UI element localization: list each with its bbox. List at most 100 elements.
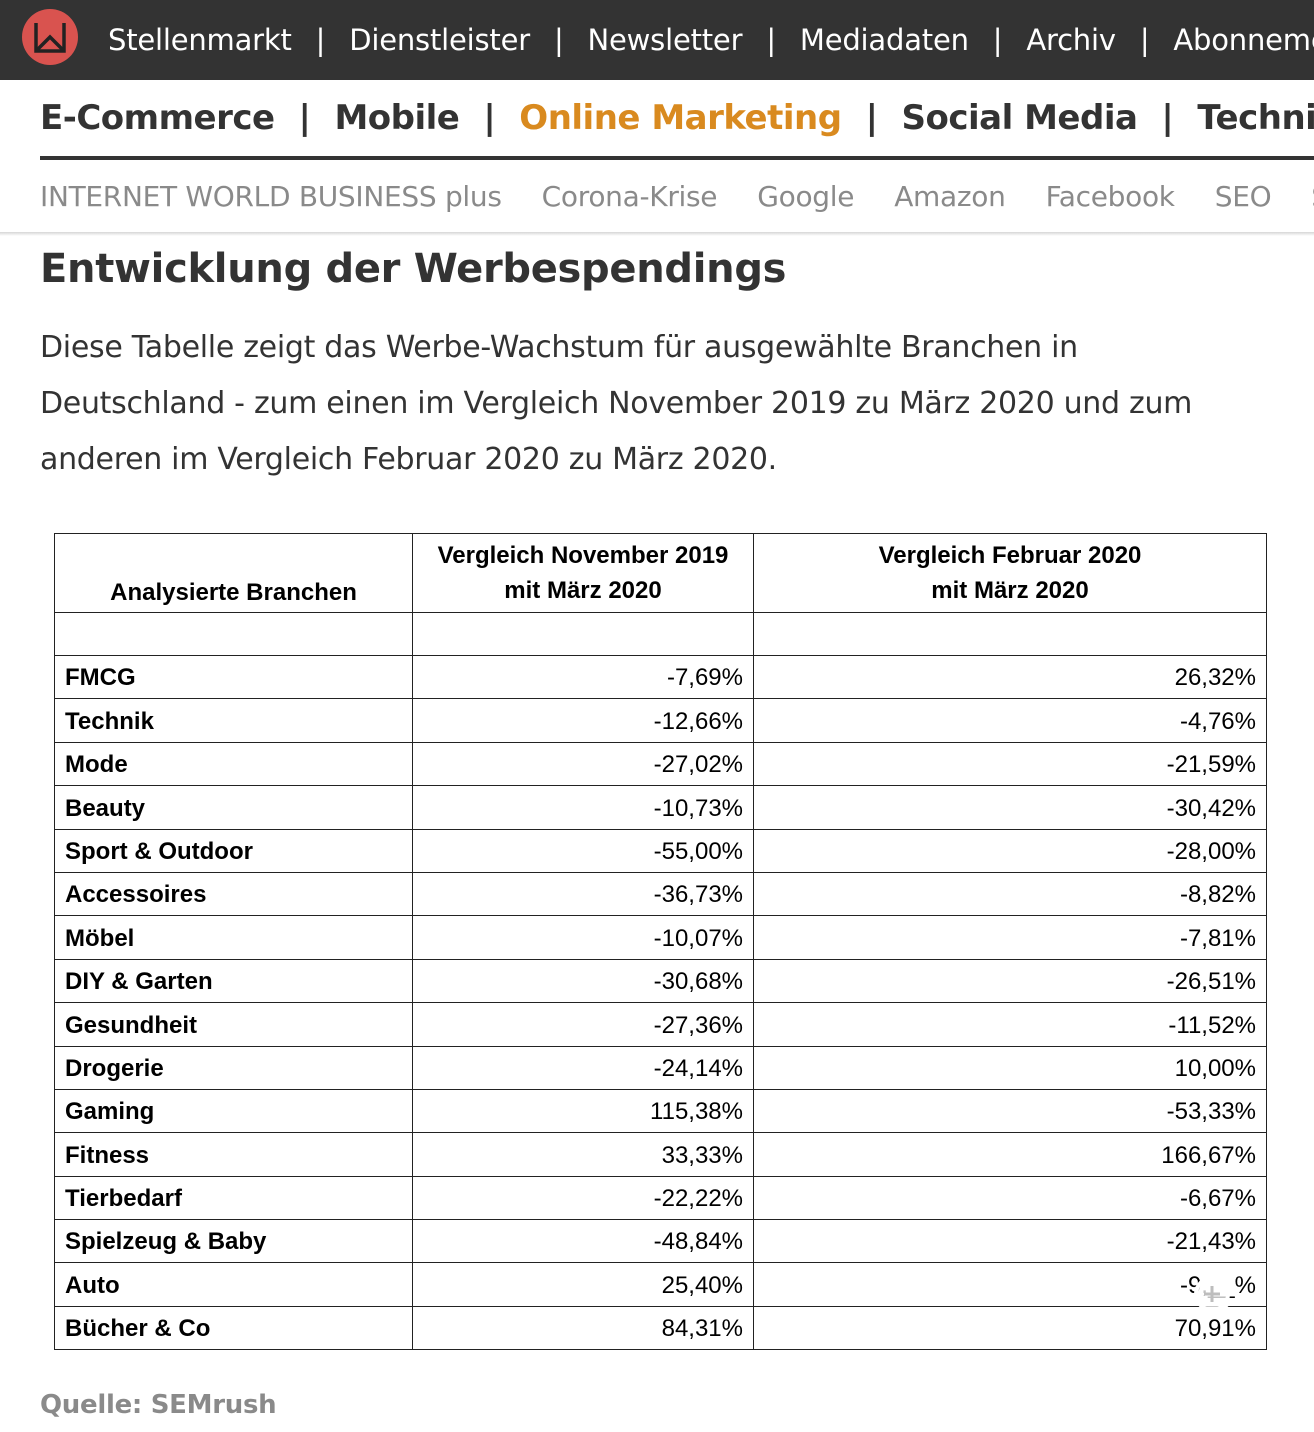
table-blank-row: [54, 612, 1267, 656]
feb-value-cell: -9,__%: [753, 1262, 1267, 1307]
branch-cell: Mode: [54, 741, 413, 787]
branch-cell: Sport & Outdoor: [54, 828, 413, 873]
nov-value-cell: -10,73%: [412, 785, 754, 830]
table-row: FMCG -7,69% 26,32%: [54, 654, 1267, 700]
nov-value-cell: -10,07%: [412, 915, 754, 960]
table-row: Möbel -10,07% -7,81%: [54, 915, 1267, 960]
branch-cell: Auto: [54, 1262, 413, 1307]
blank-cell: [753, 612, 1267, 656]
top-nav-separator: |: [1139, 23, 1150, 57]
feb-value-cell: -8,82%: [753, 871, 1267, 917]
site-logo-icon[interactable]: [22, 9, 78, 65]
table-row: Drogerie -24,14% 10,00%: [54, 1045, 1267, 1090]
branch-cell: Accessoires: [54, 871, 413, 917]
table-row: Technik -12,66% -4,76%: [54, 698, 1267, 743]
branch-cell: Möbel: [54, 915, 413, 960]
category-technik[interactable]: Technik: [1197, 98, 1314, 138]
branch-cell: Spielzeug & Baby: [54, 1219, 413, 1264]
top-nav-stellenmarkt[interactable]: Stellenmarkt: [108, 23, 292, 57]
table-header-row: Analysierte Branchen Vergleich November …: [54, 533, 1267, 613]
advertising-spend-table[interactable]: Analysierte Branchen Vergleich November …: [54, 533, 1267, 1351]
nov-value-cell: -30,68%: [412, 958, 754, 1004]
top-nav: Stellenmarkt | Dienstleister | Newslette…: [108, 0, 1314, 80]
table-row: Bücher & Co 84,31% 70,91%: [54, 1305, 1267, 1351]
branch-cell: Technik: [54, 698, 413, 743]
header-feb-line2: mit März 2020: [931, 577, 1089, 604]
top-nav-newsletter[interactable]: Newsletter: [587, 23, 743, 57]
top-nav-archiv[interactable]: Archiv: [1026, 23, 1116, 57]
feb-value-cell: 166,67%: [753, 1132, 1267, 1177]
header-nov-line2: mit März 2020: [504, 577, 662, 604]
nov-value-cell: -36,73%: [412, 871, 754, 917]
top-bar: Stellenmarkt | Dienstleister | Newslette…: [0, 0, 1314, 80]
feb-value-cell: -4,76%: [753, 698, 1267, 743]
table-row: Gesundheit -27,36% -11,52%: [54, 1002, 1267, 1047]
blank-cell: [54, 612, 413, 656]
nov-value-cell: -12,66%: [412, 698, 754, 743]
nov-value-cell: 25,40%: [412, 1262, 754, 1307]
category-mobile[interactable]: Mobile: [334, 98, 460, 138]
table-row: Fitness 33,33% 166,67%: [54, 1132, 1267, 1177]
tag-corona-krise[interactable]: Corona-Krise: [541, 179, 718, 213]
header-branches: Analysierte Branchen: [54, 533, 413, 613]
branch-cell: Drogerie: [54, 1045, 413, 1090]
table-row: Mode -27,02% -21,59%: [54, 741, 1267, 787]
top-nav-separator: |: [315, 23, 326, 57]
top-nav-dienstleister[interactable]: Dienstleister: [349, 23, 530, 57]
feb-value-cell: -11,52%: [753, 1002, 1267, 1047]
category-social-media[interactable]: Social Media: [901, 98, 1138, 138]
nov-value-cell: -27,02%: [412, 741, 754, 787]
tag-facebook[interactable]: Facebook: [1045, 179, 1175, 213]
table-row: Gaming 115,38% -53,33%: [54, 1088, 1267, 1134]
feb-value-cell: -26,51%: [753, 958, 1267, 1004]
nov-value-cell: 84,31%: [412, 1305, 754, 1351]
branch-cell: Gaming: [54, 1088, 413, 1134]
feb-value-cell: 26,32%: [753, 654, 1267, 700]
nov-value-cell: -27,36%: [412, 1002, 754, 1047]
tag-amazon[interactable]: Amazon: [894, 179, 1006, 213]
tag-seo[interactable]: SEO: [1214, 179, 1272, 213]
top-nav-mediadaten[interactable]: Mediadaten: [799, 23, 969, 57]
table-row: Spielzeug & Baby -48,84% -21,43%: [54, 1219, 1267, 1264]
category-online-marketing[interactable]: Online Marketing: [519, 98, 842, 138]
tag-iwb-plus[interactable]: INTERNET WORLD BUSINESS plus: [40, 179, 502, 213]
top-nav-separator: |: [766, 23, 776, 57]
nov-value-cell: -7,69%: [412, 654, 754, 700]
top-nav-separator: |: [553, 23, 564, 57]
category-nav: E-Commerce | Mobile | Online Marketing |…: [40, 80, 1314, 160]
branch-cell: Tierbedarf: [54, 1175, 413, 1221]
nov-value-cell: 33,33%: [412, 1132, 754, 1177]
feb-value-cell: -28,00%: [753, 828, 1267, 873]
feb-value-cell: -21,43%: [753, 1219, 1267, 1264]
feb-value-cell: -21,59%: [753, 741, 1267, 787]
tag-nav: INTERNET WORLD BUSINESS plus Corona-Kris…: [40, 160, 1314, 232]
table-row: Beauty -10,73% -30,42%: [54, 785, 1267, 830]
header-nov-comparison: Vergleich November 2019 mit März 2020: [412, 533, 754, 613]
feb-value-cell: -53,33%: [753, 1088, 1267, 1134]
article-title: Entwicklung der Werbespendings: [40, 246, 787, 292]
branch-cell: Bücher & Co: [54, 1305, 413, 1351]
table-row: Tierbedarf -22,22% -6,67%: [54, 1175, 1267, 1221]
table-row: Accessoires -36,73% -8,82%: [54, 871, 1267, 917]
branch-cell: Gesundheit: [54, 1002, 413, 1047]
category-e-commerce[interactable]: E-Commerce: [40, 98, 275, 138]
nov-value-cell: -55,00%: [412, 828, 754, 873]
table-row: DIY & Garten -30,68% -26,51%: [54, 958, 1267, 1004]
header-feb-line1: Vergleich Februar 2020: [878, 542, 1142, 569]
tag-truncated[interactable]: S: [1311, 180, 1314, 213]
zoom-in-icon[interactable]: [1190, 1272, 1240, 1322]
top-nav-abonnement[interactable]: Abonnement: [1173, 23, 1314, 57]
branch-cell: Beauty: [54, 785, 413, 830]
category-separator: |: [865, 98, 878, 138]
category-separator: |: [298, 98, 311, 138]
feb-value-cell: 10,00%: [753, 1045, 1267, 1090]
nav-shadow: [0, 232, 1314, 236]
header-nov-line1: Vergleich November 2019: [437, 542, 729, 569]
top-nav-separator: |: [992, 23, 1003, 57]
tag-google[interactable]: Google: [757, 179, 855, 213]
category-separator: |: [483, 98, 496, 138]
header-feb-comparison: Vergleich Februar 2020 mit März 2020: [753, 533, 1267, 613]
feb-value-cell: -30,42%: [753, 785, 1267, 830]
nov-value-cell: -24,14%: [412, 1045, 754, 1090]
